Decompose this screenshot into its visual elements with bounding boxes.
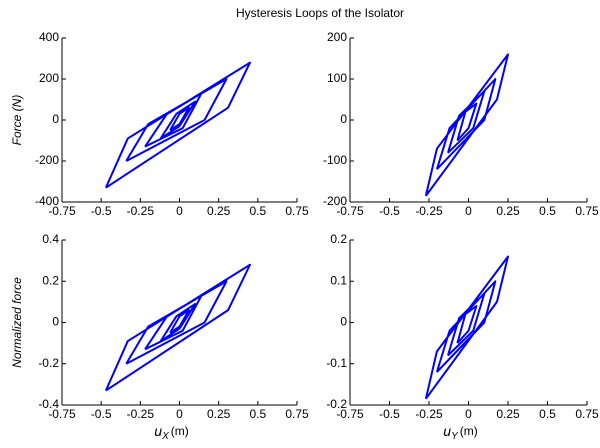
x-tick-label: -0.75 — [48, 407, 76, 421]
y-tick-label: -0.2 — [326, 397, 347, 411]
x-tick-label: 0.5 — [539, 407, 556, 421]
figure-title: Hysteresis Loops of the Isolator — [236, 6, 404, 20]
x-tick-label: 0.75 — [285, 204, 309, 218]
hysteresis-line — [424, 255, 509, 400]
x-tick-label: 0.75 — [285, 407, 309, 421]
y-tick-label: 400 — [39, 30, 59, 44]
x-tick-label: -0.5 — [91, 204, 112, 218]
hysteresis-line — [104, 61, 251, 189]
y-tick-label: 0 — [340, 112, 347, 126]
y-tick-label: 0 — [52, 112, 59, 126]
x-tick-label: 0 — [176, 204, 183, 218]
x-label-subscript: Y — [451, 431, 459, 442]
x-tick-label: -0.5 — [379, 204, 400, 218]
x-tick-label: 0.25 — [207, 407, 231, 421]
x-axis-label: uX (m) — [154, 423, 188, 442]
x-axis-label: uY (m) — [443, 423, 477, 442]
y-axis-label: Force (N) — [10, 95, 24, 146]
x-tick-label: -0.25 — [415, 407, 443, 421]
y-tick-label: 100 — [327, 71, 347, 85]
y-tick-label: -200 — [35, 153, 59, 167]
y-tick-label: 0.2 — [330, 232, 347, 246]
x-tick-label: 0.25 — [496, 204, 520, 218]
x-tick-label: -0.75 — [336, 407, 364, 421]
x-tick-label: -0.5 — [379, 407, 400, 421]
y-axis-label: Normalized force — [10, 277, 24, 368]
x-tick-label: 0.75 — [575, 407, 599, 421]
y-tick-label: -200 — [323, 194, 347, 208]
x-label-unit: (m) — [460, 424, 478, 438]
x-tick-label: -0.75 — [48, 204, 76, 218]
x-tick-label: -0.25 — [127, 407, 155, 421]
x-label-symbol: u — [443, 423, 451, 439]
x-tick-label: 0.25 — [207, 204, 231, 218]
x-label-symbol: u — [154, 423, 162, 439]
x-label-subscript: X — [161, 431, 169, 442]
hysteresis-line — [104, 263, 251, 392]
x-tick-label: 0.25 — [496, 407, 520, 421]
x-label-unit: (m) — [171, 424, 189, 438]
x-tick-label: 0 — [465, 407, 472, 421]
x-tick-label: -0.75 — [336, 204, 364, 218]
hysteresis-line — [424, 53, 509, 197]
x-tick-label: 0 — [465, 204, 472, 218]
y-tick-label: 0 — [52, 315, 59, 329]
x-tick-label: 0.5 — [249, 407, 266, 421]
y-tick-label: -0.2 — [38, 356, 59, 370]
y-tick-label: 200 — [327, 30, 347, 44]
x-tick-label: 0.5 — [539, 204, 556, 218]
y-tick-label: -100 — [323, 153, 347, 167]
x-tick-label: 0.75 — [575, 204, 599, 218]
y-tick-label: 0.2 — [42, 273, 59, 287]
y-tick-label: -0.4 — [38, 397, 59, 411]
x-tick-label: -0.25 — [127, 204, 155, 218]
y-tick-label: 0 — [340, 315, 347, 329]
x-tick-label: 0 — [176, 407, 183, 421]
y-tick-label: 200 — [39, 71, 59, 85]
y-tick-label: -0.1 — [326, 356, 347, 370]
x-tick-label: 0.5 — [249, 204, 266, 218]
y-tick-label: 0.1 — [330, 273, 347, 287]
x-tick-label: -0.5 — [91, 407, 112, 421]
x-tick-label: -0.25 — [415, 204, 443, 218]
y-tick-label: -400 — [35, 194, 59, 208]
y-tick-label: 0.4 — [42, 232, 59, 246]
